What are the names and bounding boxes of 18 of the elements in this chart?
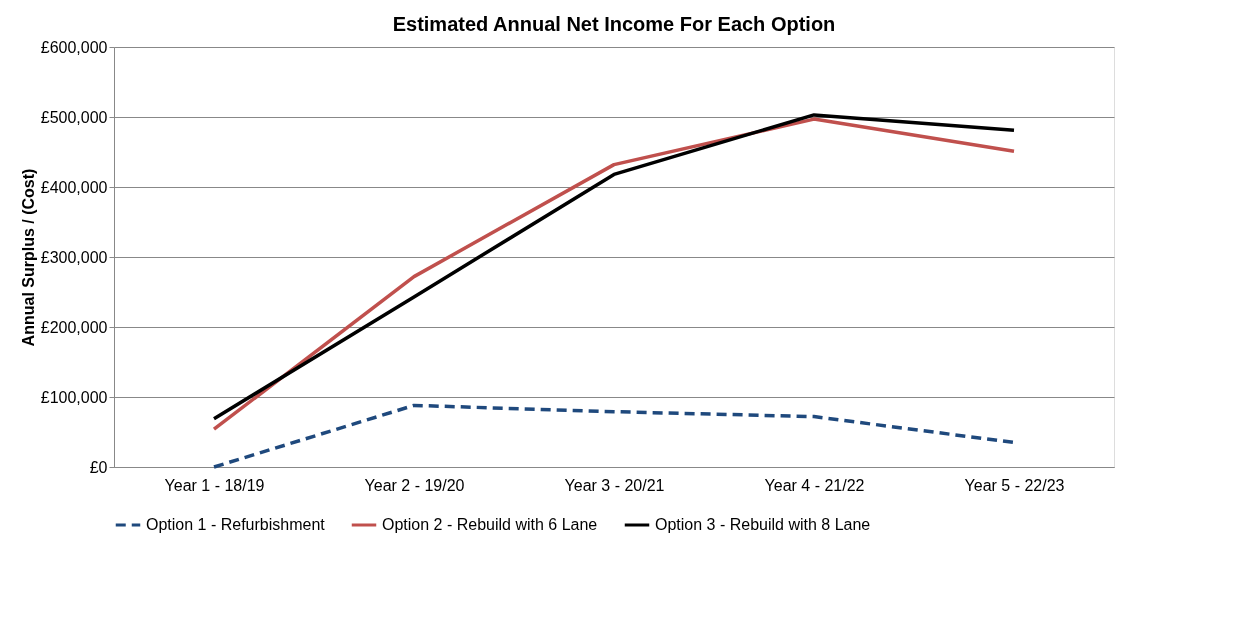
x-tick-label: Year 5 - 22/23 (964, 476, 1065, 494)
x-tick-label: Year 1 - 18/19 (164, 476, 265, 494)
y-tick-label: £500,000 (40, 108, 108, 126)
legend-label: Option 3 - Rebuild with 8 Lane (655, 516, 871, 533)
y-tick-label: £100,000 (40, 388, 108, 406)
chart-title: Estimated Annual Net Income For Each Option (392, 13, 836, 35)
line-series (212, 403, 1016, 469)
y-tick-label: £0 (89, 458, 108, 476)
y-tick-label: £600,000 (40, 38, 108, 56)
x-tick-label: Year 4 - 21/22 (764, 476, 865, 494)
legend-label: Option 2 - Rebuild with 6 Lane (382, 516, 598, 533)
y-tick-label: £200,000 (40, 318, 108, 336)
y-tick-label: £400,000 (40, 178, 108, 196)
y-axis-title: Annual Surplus / (Cost) (19, 168, 37, 347)
x-tick-label: Year 3 - 20/21 (564, 476, 665, 494)
x-tick-label: Year 2 - 19/20 (364, 476, 465, 494)
y-tick-label: £300,000 (40, 248, 108, 266)
legend-label: Option 1 - Refurbishment (146, 516, 326, 533)
